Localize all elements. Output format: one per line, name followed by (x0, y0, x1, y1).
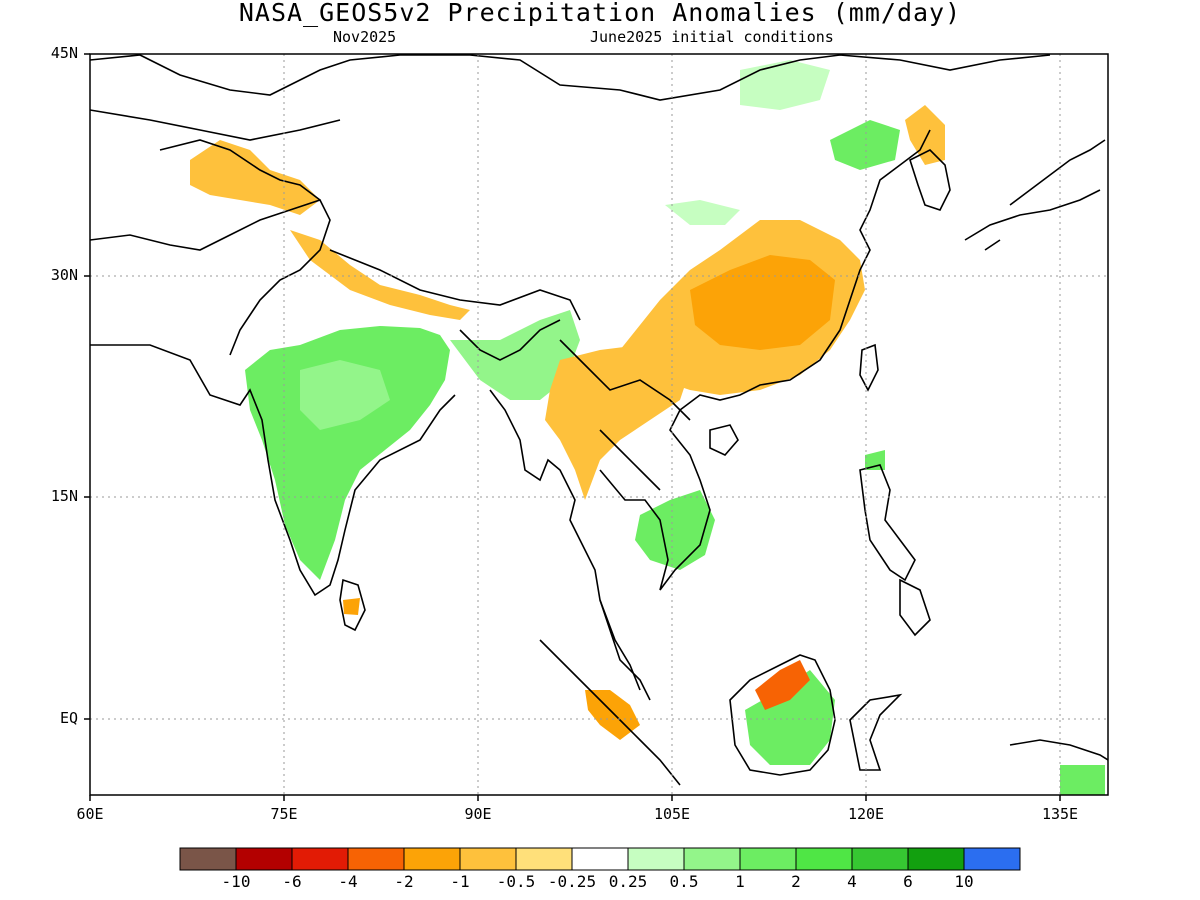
colorbar-swatch (347, 847, 405, 871)
colorbar-label: -0.25 (547, 872, 597, 891)
initial-conditions: June2025 initial conditions (590, 28, 834, 46)
lat-tick-30n: 30N (50, 266, 78, 284)
colorbar-label: -10 (221, 872, 251, 891)
colorbar-label: -4 (338, 872, 358, 891)
anomaly-shading (190, 60, 1105, 795)
lon-tick-135e: 135E (1041, 805, 1079, 823)
colorbar-label: -6 (282, 872, 302, 891)
lon-tick-75e: 75E (270, 805, 298, 823)
lon-tick-120e: 120E (847, 805, 885, 823)
central-india-wet (245, 326, 450, 580)
colorbar-label: -2 (394, 872, 414, 891)
northeast-asia-wet (740, 60, 830, 110)
colorbar-swatch (907, 847, 965, 871)
northwest-dry (190, 140, 320, 215)
colorbar-swatch (795, 847, 853, 871)
borneo-wet (745, 670, 835, 765)
lon-tick-105e: 105E (653, 805, 691, 823)
colorbar-swatch (403, 847, 461, 871)
lat-tick-15n: 15N (50, 487, 78, 505)
colorbar-label: 6 (903, 872, 913, 891)
grid-lines (90, 54, 1108, 795)
sri-lanka-dry (343, 598, 360, 615)
colorbar-swatch (291, 847, 349, 871)
coastlines (90, 54, 1108, 786)
colorbar-label: 2 (791, 872, 801, 891)
map-title: NASA_GEOS5v2 Precipitation Anomalies (mm… (238, 0, 962, 27)
korea-dry (905, 105, 945, 165)
lat-tick-45n: 45N (50, 44, 78, 62)
colorbar-swatch (739, 847, 797, 871)
colorbar-label: 1 (735, 872, 745, 891)
lat-tick-eq: EQ (59, 709, 78, 727)
borneo-dry (755, 660, 810, 710)
colorbar-swatch (571, 847, 629, 871)
colorbar-label: 4 (847, 872, 857, 891)
colorbar-swatch (851, 847, 909, 871)
colorbar-swatch (963, 847, 1021, 871)
plot-frame (84, 53, 1109, 801)
colorbar-swatch (627, 847, 685, 871)
northeast-india-wet (450, 310, 580, 400)
colorbar-label: -1 (450, 872, 470, 891)
colorbar-swatch (683, 847, 741, 871)
colorbar-swatch (515, 847, 573, 871)
colorbar (179, 847, 1021, 871)
new-guinea-wet (1060, 765, 1105, 795)
colorbar-label: 0.25 (608, 872, 648, 891)
forecast-month: Nov2025 (333, 28, 397, 46)
yangtze-dry-core (690, 255, 835, 350)
colorbar-swatch (235, 847, 293, 871)
colorbar-label: 0.5 (669, 872, 699, 891)
colorbar-swatch (179, 847, 237, 871)
lon-tick-60e: 60E (76, 805, 104, 823)
himalaya-dry (290, 230, 470, 320)
india-inner-wet (300, 360, 390, 430)
colorbar-swatch (459, 847, 517, 871)
manchuria-wet (830, 120, 900, 170)
central-china-wet (665, 200, 740, 225)
sumatra-dry (585, 690, 640, 740)
colorbar-label: 10 (954, 872, 974, 891)
colorbar-label: -0.5 (496, 872, 536, 891)
lon-tick-90e: 90E (464, 805, 492, 823)
